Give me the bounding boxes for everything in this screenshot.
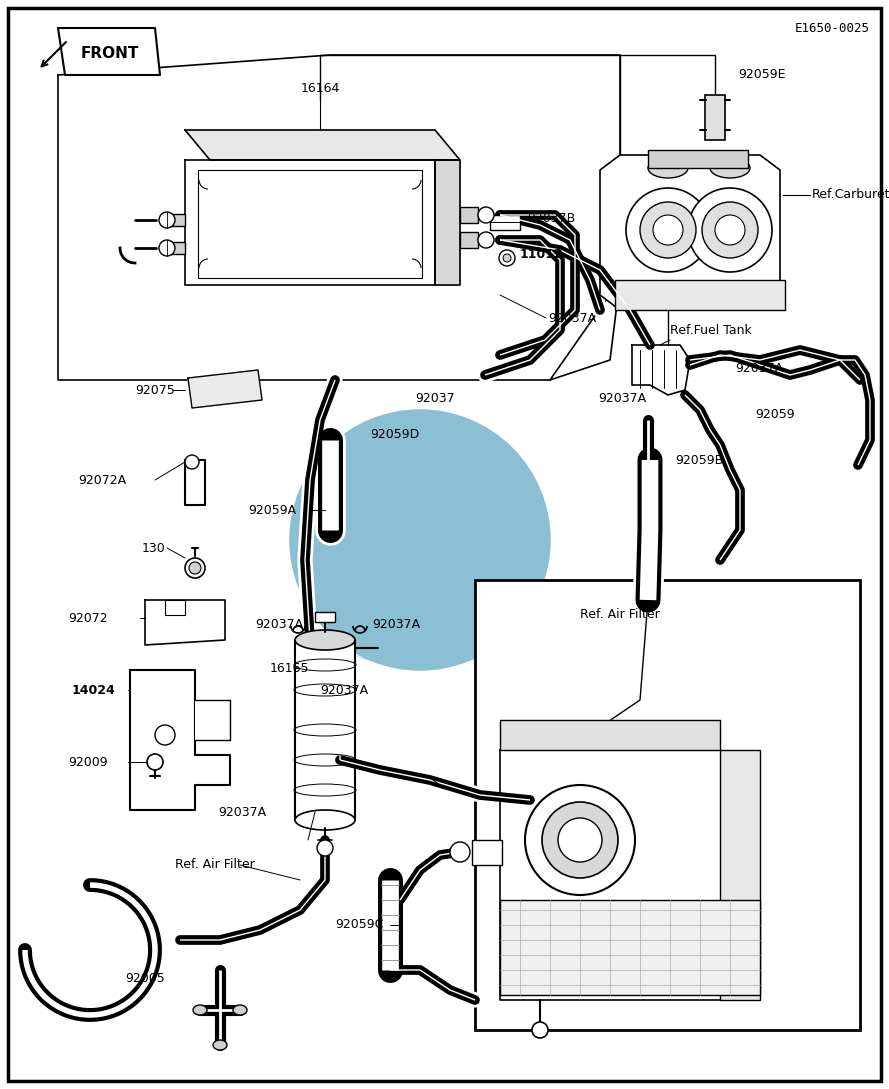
Bar — [460, 207, 478, 223]
Circle shape — [542, 802, 618, 878]
Bar — [460, 232, 478, 248]
Text: MOTORPARTS: MOTORPARTS — [303, 555, 537, 585]
Bar — [648, 150, 748, 168]
Ellipse shape — [648, 158, 688, 178]
Text: 16165: 16165 — [270, 661, 309, 674]
Circle shape — [159, 240, 175, 256]
Text: 92037: 92037 — [415, 392, 454, 404]
Circle shape — [532, 1021, 548, 1038]
Circle shape — [525, 785, 635, 895]
Bar — [198, 170, 422, 278]
Circle shape — [626, 188, 710, 272]
Text: 14024: 14024 — [72, 684, 116, 697]
Bar — [705, 95, 725, 140]
Bar — [490, 215, 520, 230]
Bar — [165, 600, 185, 615]
Ellipse shape — [295, 631, 355, 650]
Circle shape — [147, 754, 163, 770]
Circle shape — [290, 409, 550, 670]
Polygon shape — [632, 345, 690, 395]
Text: 92059C: 92059C — [335, 918, 383, 931]
Text: 92072: 92072 — [68, 612, 108, 624]
Text: 92059: 92059 — [755, 408, 795, 421]
Circle shape — [317, 840, 333, 856]
Ellipse shape — [193, 1005, 207, 1015]
Circle shape — [185, 558, 205, 578]
Bar — [315, 612, 335, 622]
Circle shape — [715, 215, 745, 245]
Ellipse shape — [233, 1005, 247, 1015]
Bar — [615, 280, 785, 310]
Ellipse shape — [295, 810, 355, 830]
Circle shape — [159, 212, 175, 228]
Circle shape — [702, 201, 758, 258]
Text: Ref.Carburetor: Ref.Carburetor — [812, 188, 889, 201]
Bar — [195, 700, 230, 741]
Polygon shape — [130, 670, 230, 810]
Ellipse shape — [213, 1040, 227, 1050]
Circle shape — [653, 215, 683, 245]
Text: 92009: 92009 — [68, 756, 108, 769]
Polygon shape — [500, 750, 760, 1000]
Circle shape — [478, 232, 494, 248]
Text: E1650-0025: E1650-0025 — [795, 22, 870, 35]
Polygon shape — [500, 720, 720, 750]
Bar — [167, 242, 185, 254]
Text: 92037A: 92037A — [735, 362, 783, 375]
Text: 92075: 92075 — [135, 383, 175, 396]
Text: 130: 130 — [142, 541, 165, 554]
Circle shape — [688, 188, 772, 272]
Text: 92037A: 92037A — [548, 311, 597, 325]
Polygon shape — [185, 160, 435, 285]
Circle shape — [640, 201, 696, 258]
Text: 92037A: 92037A — [320, 684, 368, 697]
Text: 92037A: 92037A — [598, 392, 646, 404]
Circle shape — [189, 562, 201, 574]
Text: 92059A: 92059A — [248, 503, 296, 516]
Bar — [720, 750, 760, 1000]
Text: 92037A: 92037A — [372, 619, 420, 632]
Text: OEM: OEM — [315, 469, 525, 551]
Polygon shape — [185, 130, 460, 160]
Circle shape — [503, 254, 511, 262]
Ellipse shape — [710, 158, 750, 178]
Text: 92037A: 92037A — [255, 619, 303, 632]
Text: Ref. Air Filter: Ref. Air Filter — [580, 609, 660, 622]
Circle shape — [499, 250, 515, 266]
Text: 92059D: 92059D — [370, 428, 420, 441]
Circle shape — [478, 207, 494, 223]
Circle shape — [185, 455, 199, 469]
Text: Ref. Air Filter: Ref. Air Filter — [175, 858, 255, 871]
Bar — [167, 215, 185, 227]
Text: 92005: 92005 — [125, 971, 164, 984]
Polygon shape — [58, 28, 160, 75]
Text: 92059E: 92059E — [738, 69, 786, 82]
Polygon shape — [600, 155, 780, 310]
Bar — [472, 840, 502, 865]
Circle shape — [155, 725, 175, 745]
Circle shape — [290, 409, 550, 670]
Circle shape — [450, 842, 470, 862]
Text: FRONT: FRONT — [81, 46, 140, 61]
Text: 16164: 16164 — [300, 82, 340, 95]
Text: 11012: 11012 — [520, 248, 564, 261]
Polygon shape — [188, 370, 262, 408]
Text: 92059B: 92059B — [675, 453, 724, 466]
Text: 92072A: 92072A — [78, 474, 126, 487]
Bar — [475, 580, 860, 1030]
Polygon shape — [145, 600, 225, 645]
Bar — [295, 640, 355, 820]
Polygon shape — [435, 160, 460, 285]
Text: 92037A: 92037A — [218, 806, 266, 819]
Bar — [500, 900, 760, 995]
Text: Ref.Fuel Tank: Ref.Fuel Tank — [670, 323, 752, 337]
Text: 92037B: 92037B — [527, 211, 575, 224]
Circle shape — [558, 818, 602, 862]
